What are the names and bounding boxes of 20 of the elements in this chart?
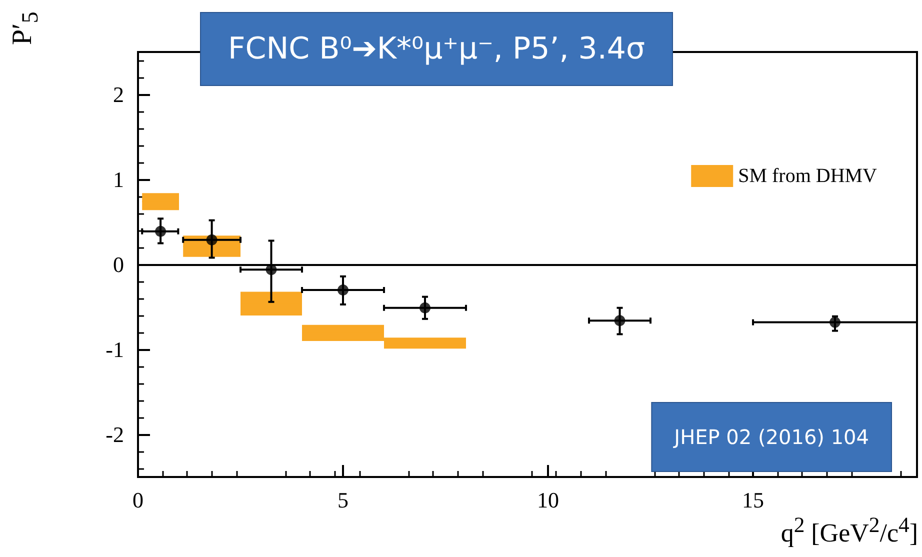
annotation: JHEP 02 (2016) 104 — [672, 425, 870, 449]
point — [830, 316, 840, 328]
y-tick-label: -1 — [106, 337, 124, 362]
point — [155, 226, 166, 237]
point — [206, 234, 218, 246]
point — [338, 284, 348, 296]
x-tick-label: 10 — [537, 488, 559, 512]
y-tick-label: 0 — [113, 252, 124, 277]
point — [614, 315, 626, 326]
y-tick-label: -2 — [106, 422, 124, 447]
x-axis-title: q$^{2}$ [GeV$^{2}$/c$^{4}$] — [780, 512, 918, 549]
y-tick-label: 1 — [113, 167, 124, 192]
point — [420, 302, 430, 314]
x-tick-label: 5 — [338, 488, 348, 512]
x-tick-label: 15 — [742, 488, 764, 512]
legend-label: SM from DHMV — [738, 165, 878, 187]
x-tick-label: 0 — [132, 488, 144, 512]
bar — [240, 292, 302, 316]
chart-title: FCNC B⁰➔K*⁰μ⁺μ⁻, P5’, 3.4σ — [228, 32, 645, 66]
y-tick-label: 2 — [113, 82, 124, 107]
